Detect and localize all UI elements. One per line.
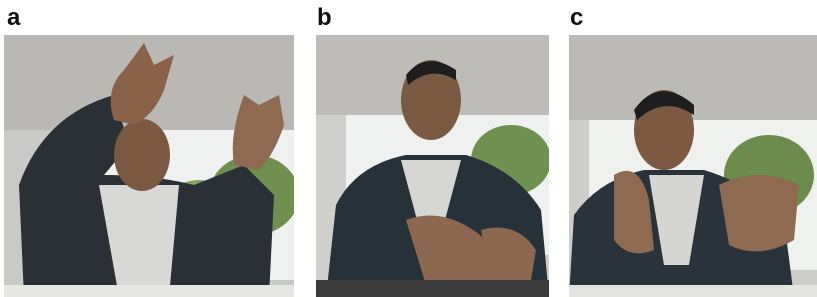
- table: [569, 285, 817, 297]
- hand: [719, 175, 799, 251]
- photo: [316, 35, 549, 297]
- table: [4, 285, 294, 297]
- photo: [4, 35, 294, 297]
- panel-label: a: [7, 4, 20, 32]
- head: [114, 119, 170, 191]
- photo: [569, 35, 817, 297]
- figure: a b c: [0, 0, 817, 297]
- table: [316, 280, 549, 297]
- panel-label: c: [570, 4, 583, 32]
- panel-label: b: [317, 4, 332, 32]
